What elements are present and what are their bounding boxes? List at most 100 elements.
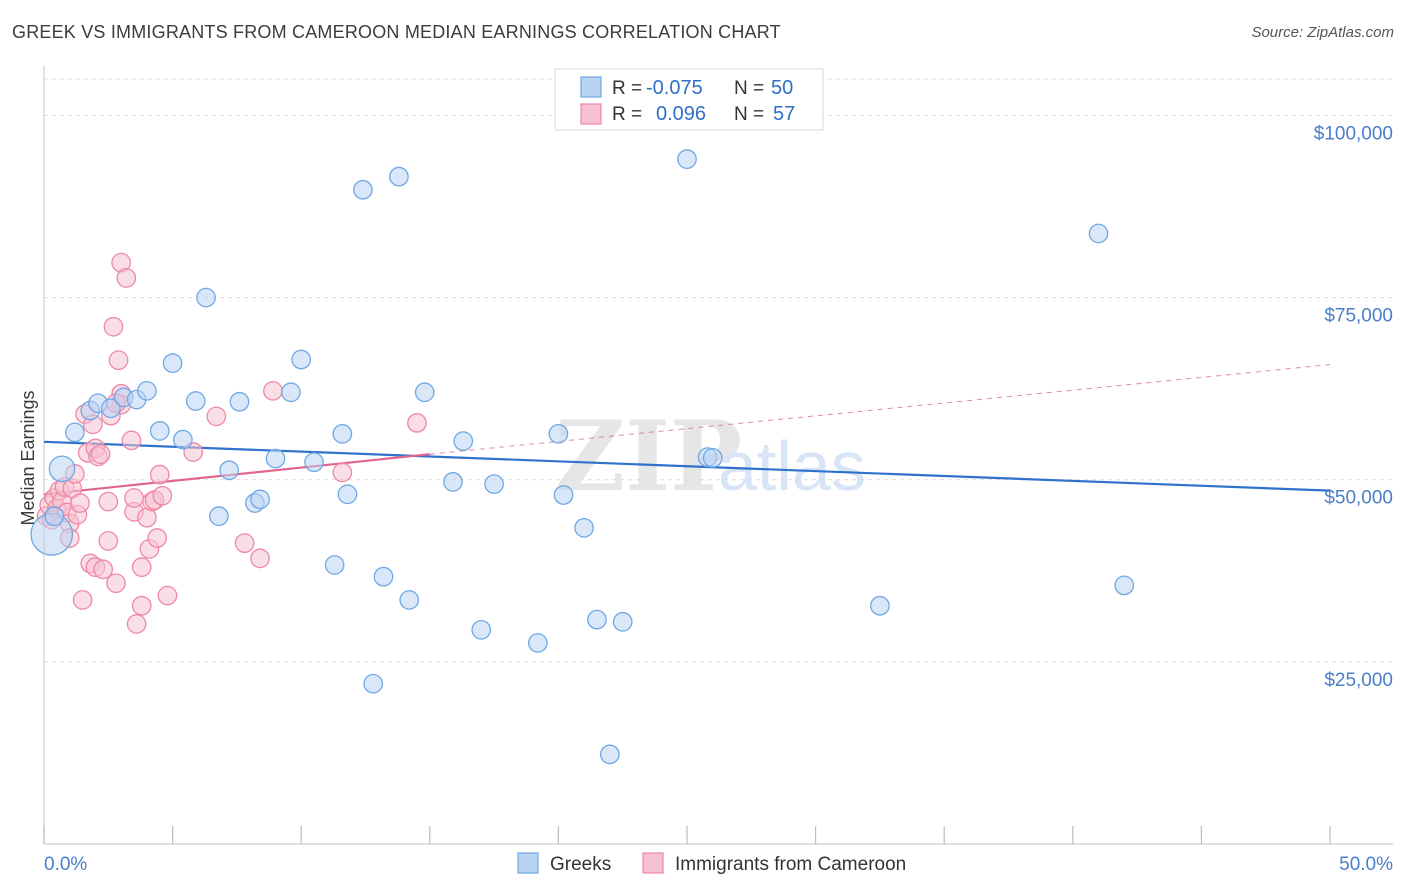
point-greeks-30 bbox=[399, 590, 420, 610]
point-cameroon-28 bbox=[106, 573, 126, 594]
point-cameroon-46 bbox=[149, 464, 170, 485]
point-cameroon-45 bbox=[147, 528, 168, 548]
point-greeks-14 bbox=[209, 506, 229, 526]
series-legend-label-cameroon: Immigrants from Cameroon bbox=[675, 854, 906, 875]
data-points bbox=[30, 149, 1135, 765]
legend-r-value-cameroon: 0.096 bbox=[656, 103, 706, 125]
gridlines bbox=[44, 78, 1393, 663]
y-tick-label-75000: $75,000 bbox=[1324, 306, 1393, 327]
point-cameroon-53 bbox=[263, 380, 283, 401]
point-greeks-19 bbox=[265, 448, 286, 469]
point-cameroon-38 bbox=[126, 614, 147, 634]
point-greeks-13 bbox=[196, 287, 216, 308]
point-greeks-25 bbox=[337, 484, 358, 505]
legend-r-label-greeks: R = bbox=[612, 78, 642, 99]
legend-n-label-cameroon: N = bbox=[734, 104, 764, 125]
series-legend-swatch-greeks bbox=[517, 852, 539, 874]
point-greeks-43 bbox=[677, 149, 697, 169]
series-legend-label-greeks: Greeks bbox=[550, 854, 611, 875]
point-cameroon-23 bbox=[93, 559, 114, 580]
point-greeks-42 bbox=[612, 611, 633, 632]
point-cameroon-14 bbox=[72, 590, 93, 610]
point-cameroon-55 bbox=[407, 413, 427, 433]
point-greeks-41 bbox=[599, 744, 620, 765]
x-tick-label-min: 0.0% bbox=[44, 854, 87, 875]
legend-r-label-cameroon: R = bbox=[612, 104, 642, 125]
point-cameroon-51 bbox=[234, 533, 255, 553]
point-greeks-34 bbox=[471, 619, 492, 640]
point-greeks-27 bbox=[363, 673, 384, 694]
point-greeks-22 bbox=[304, 452, 324, 473]
point-greeks-12 bbox=[185, 391, 206, 411]
point-greeks-8 bbox=[137, 380, 157, 401]
watermark-atlas: atlas bbox=[718, 427, 866, 505]
point-greeks-10 bbox=[162, 353, 183, 373]
point-greeks-36 bbox=[527, 633, 548, 653]
point-greeks-39 bbox=[574, 517, 594, 538]
point-cameroon-35 bbox=[121, 430, 142, 451]
point-greeks-37 bbox=[548, 423, 569, 444]
legend-n-value-cameroon: 57 bbox=[773, 103, 795, 125]
point-cameroon-13 bbox=[70, 493, 90, 513]
point-greeks-33 bbox=[453, 431, 474, 451]
point-cameroon-40 bbox=[131, 595, 152, 616]
axes bbox=[43, 66, 1393, 845]
point-cameroon-24 bbox=[98, 531, 119, 551]
y-tick-label-100000: $100,000 bbox=[1314, 123, 1393, 144]
point-cameroon-47 bbox=[152, 485, 173, 506]
y-tick-label-25000: $25,000 bbox=[1324, 670, 1393, 691]
point-greeks-29 bbox=[389, 166, 409, 187]
point-greeks-18 bbox=[250, 489, 270, 510]
point-greeks-28 bbox=[373, 566, 394, 587]
point-cameroon-39 bbox=[131, 557, 152, 577]
point-greeks-16 bbox=[229, 391, 250, 412]
point-greeks-11 bbox=[173, 429, 193, 450]
point-greeks-24 bbox=[332, 423, 353, 444]
point-cameroon-54 bbox=[332, 462, 353, 483]
legend-n-label-greeks: N = bbox=[734, 78, 764, 99]
legend-swatch-cameroon bbox=[580, 103, 602, 125]
trend-line-cameroon-extrapolated bbox=[429, 364, 1331, 455]
point-greeks-31 bbox=[414, 382, 435, 403]
point-greeks-38 bbox=[553, 485, 574, 505]
point-greeks-9 bbox=[149, 421, 170, 441]
legend-swatch-greeks bbox=[580, 76, 602, 98]
point-cameroon-48 bbox=[157, 585, 178, 606]
point-greeks-20 bbox=[281, 382, 301, 403]
point-cameroon-37 bbox=[124, 488, 144, 508]
point-cameroon-50 bbox=[206, 406, 227, 427]
chart-title: GREEK VS IMMIGRANTS FROM CAMEROON MEDIAN… bbox=[12, 22, 781, 42]
point-greeks-32 bbox=[443, 472, 463, 492]
x-tick-label-max: 50.0% bbox=[1339, 854, 1393, 875]
point-greeks-5 bbox=[101, 398, 121, 419]
point-greeks-1 bbox=[48, 455, 76, 483]
point-greeks-26 bbox=[353, 179, 373, 200]
source-credit: Source: ZipAtlas.com bbox=[1251, 24, 1394, 41]
point-cameroon-25 bbox=[98, 491, 119, 512]
point-greeks-23 bbox=[324, 555, 345, 575]
trend-line-greeks bbox=[43, 440, 1331, 492]
legend-r-value-greeks: -0.075 bbox=[646, 77, 703, 99]
point-greeks-48 bbox=[1114, 575, 1135, 596]
point-greeks-49 bbox=[44, 506, 65, 526]
point-cameroon-27 bbox=[103, 316, 124, 337]
point-cameroon-22 bbox=[90, 444, 111, 465]
stats-legend: R = -0.075 N = 50 R = 0.096 N = 57 bbox=[554, 68, 824, 131]
y-tick-label-50000: $50,000 bbox=[1324, 488, 1393, 509]
series-legend: Greeks Immigrants from Cameroon bbox=[517, 852, 906, 875]
point-greeks-45 bbox=[702, 448, 723, 468]
point-cameroon-34 bbox=[116, 268, 137, 288]
legend-n-value-greeks: 50 bbox=[771, 77, 793, 99]
point-greeks-21 bbox=[291, 349, 312, 370]
point-greeks-46 bbox=[870, 595, 890, 616]
point-cameroon-29 bbox=[108, 350, 129, 371]
point-greeks-2 bbox=[65, 422, 85, 443]
point-cameroon-52 bbox=[250, 548, 270, 569]
point-greeks-15 bbox=[219, 460, 240, 481]
y-axis-label: Median Earnings bbox=[18, 390, 38, 525]
point-greeks-47 bbox=[1088, 223, 1109, 244]
series-legend-swatch-cameroon bbox=[642, 852, 664, 874]
point-greeks-35 bbox=[484, 474, 504, 494]
point-greeks-40 bbox=[587, 609, 607, 630]
